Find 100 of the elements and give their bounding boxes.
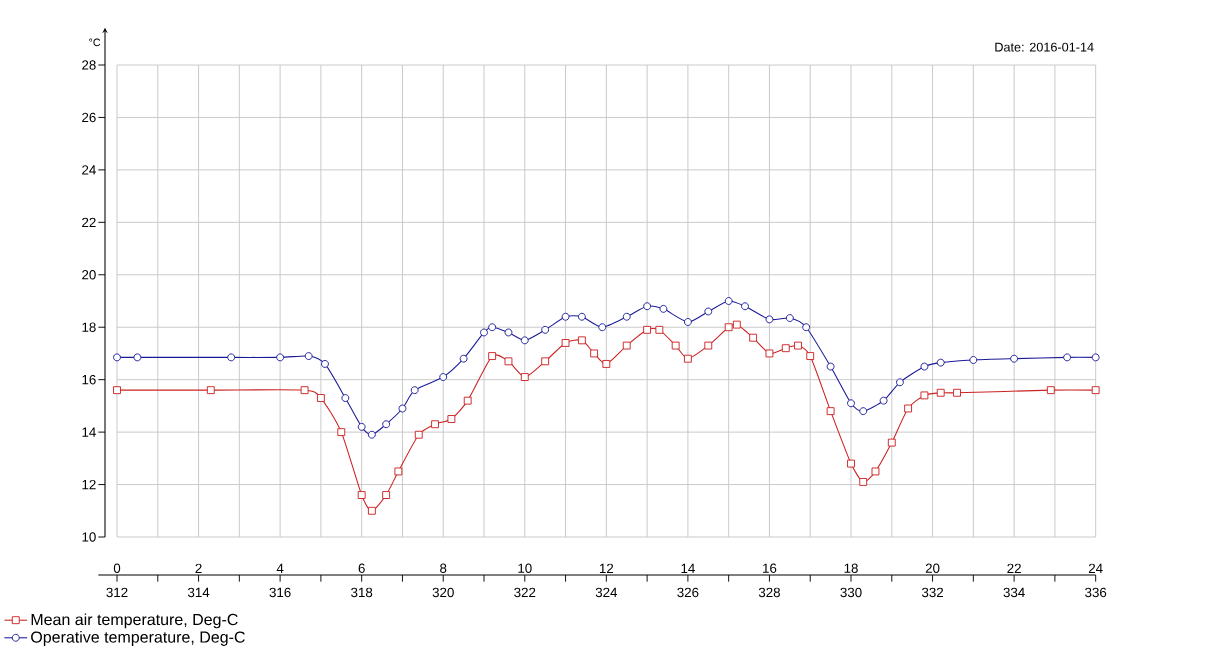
point xyxy=(1063,353,1072,362)
point xyxy=(953,388,961,397)
point xyxy=(794,341,802,350)
point xyxy=(1010,354,1019,363)
point xyxy=(300,386,309,395)
x2-tick-label: 330 xyxy=(840,587,862,598)
point xyxy=(410,386,419,395)
x-tick-label: 22 xyxy=(1007,563,1021,573)
point xyxy=(659,304,668,313)
point xyxy=(643,325,652,334)
point xyxy=(561,339,570,347)
point xyxy=(904,404,913,413)
point xyxy=(541,357,550,366)
point xyxy=(741,302,749,311)
point xyxy=(367,506,376,515)
point xyxy=(590,349,599,358)
x-tick-label: 12 xyxy=(599,563,614,573)
point xyxy=(598,323,607,332)
point xyxy=(683,354,692,363)
point xyxy=(577,312,586,321)
point xyxy=(459,354,468,363)
point xyxy=(765,349,774,358)
point xyxy=(969,356,978,364)
point xyxy=(724,297,733,305)
point xyxy=(382,491,391,499)
point xyxy=(871,467,880,476)
point xyxy=(920,362,929,371)
point xyxy=(887,438,896,447)
point xyxy=(826,362,835,371)
point xyxy=(447,415,456,423)
point xyxy=(439,373,448,381)
y-tick-label: 22 xyxy=(82,217,96,227)
point xyxy=(704,341,713,350)
x2-tick-label: 316 xyxy=(269,587,291,598)
point xyxy=(859,478,868,486)
point xyxy=(643,302,652,311)
x-tick-label: 14 xyxy=(681,563,695,573)
point xyxy=(206,386,215,395)
point xyxy=(488,323,497,332)
point xyxy=(936,388,945,397)
point xyxy=(394,467,403,476)
y-axis-title: °C xyxy=(89,38,101,47)
point xyxy=(1091,353,1100,362)
point xyxy=(382,420,391,429)
y-tick-label: 10 xyxy=(82,532,96,542)
point xyxy=(504,328,513,337)
y-tick-label: 20 xyxy=(82,270,96,280)
point xyxy=(398,404,407,413)
point xyxy=(683,318,692,326)
x-tick-label: 24 xyxy=(1088,563,1103,573)
point xyxy=(113,386,121,395)
point xyxy=(765,315,774,324)
x-tick-label: 0 xyxy=(113,563,121,573)
point xyxy=(732,320,741,329)
legend-label: Operative temperature, Deg-C xyxy=(31,631,245,646)
y-tick-label: 28 xyxy=(82,60,96,70)
point xyxy=(541,325,550,334)
x2-tick-label: 326 xyxy=(677,587,699,598)
x2-tick-label: 314 xyxy=(187,587,210,598)
text: Date: 2016-01-14 xyxy=(995,42,1094,52)
point xyxy=(321,360,329,368)
x-tick-label: 20 xyxy=(925,563,940,573)
point xyxy=(133,353,142,362)
x2-tick-label: 324 xyxy=(595,587,618,598)
x2-tick-label: 320 xyxy=(432,587,454,598)
point xyxy=(504,357,513,366)
point xyxy=(826,407,835,416)
point xyxy=(520,336,529,345)
x2-tick-label: 322 xyxy=(514,587,536,598)
point xyxy=(1091,386,1100,395)
point xyxy=(785,314,794,322)
x2-tick-label: 332 xyxy=(921,587,944,598)
point xyxy=(622,312,631,321)
point xyxy=(367,430,376,439)
x2-tick-label: 312 xyxy=(106,587,128,598)
point xyxy=(602,360,611,368)
point xyxy=(859,407,868,416)
y-tick-label: 26 xyxy=(82,112,96,123)
x-tick-label: 16 xyxy=(763,563,777,573)
x-tick-label: 6 xyxy=(358,563,365,573)
x-tick-label: 2 xyxy=(195,563,202,573)
x2-tick-label: 318 xyxy=(351,587,373,598)
point xyxy=(920,391,929,400)
x-tick-label: 8 xyxy=(440,563,447,573)
point xyxy=(704,307,713,316)
point xyxy=(655,325,664,334)
point xyxy=(749,333,758,342)
point xyxy=(847,399,855,408)
x-tick-label: 10 xyxy=(518,563,532,573)
point xyxy=(802,323,811,332)
point xyxy=(316,394,325,402)
point xyxy=(577,336,586,345)
x2-tick-label: 328 xyxy=(758,587,780,598)
y-tick-label: 16 xyxy=(82,374,96,385)
legend-label: Mean air temperature, Deg-C xyxy=(31,613,238,629)
point xyxy=(113,353,121,362)
x-tick-label: 18 xyxy=(844,563,858,573)
x2-tick-label: 336 xyxy=(1085,587,1107,598)
point xyxy=(341,394,350,402)
point xyxy=(431,420,440,429)
